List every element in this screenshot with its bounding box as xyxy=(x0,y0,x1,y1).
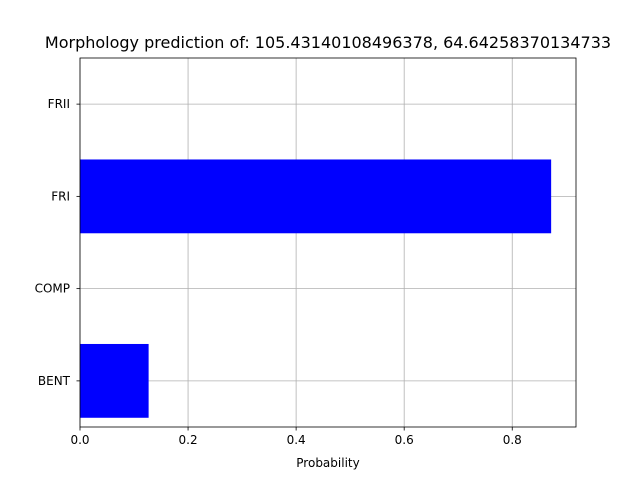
x-tick-label: 0.4 xyxy=(287,433,306,447)
y-tick-label: FRII xyxy=(48,97,70,111)
plot-frame xyxy=(79,57,577,428)
y-axis-ticks: BENT COMP FRI FRII xyxy=(35,97,80,388)
x-tick-label: 0.2 xyxy=(179,433,198,447)
y-tick-label: COMP xyxy=(35,282,70,296)
chart-title: Morphology prediction of: 105.4314010849… xyxy=(45,33,611,52)
x-axis-ticks: 0.0 0.2 0.4 0.6 0.8 xyxy=(70,427,522,447)
y-tick-label: FRI xyxy=(51,189,70,203)
x-tick-label: 0.8 xyxy=(503,433,522,447)
x-tick-label: 0.0 xyxy=(70,433,89,447)
grid-lines xyxy=(79,58,576,427)
bar-fri xyxy=(80,159,552,234)
bars xyxy=(80,159,552,418)
x-tick-label: 0.6 xyxy=(395,433,414,447)
bar-bent xyxy=(80,343,149,418)
y-tick-label: BENT xyxy=(38,374,71,388)
x-axis-label: Probability xyxy=(296,456,359,470)
